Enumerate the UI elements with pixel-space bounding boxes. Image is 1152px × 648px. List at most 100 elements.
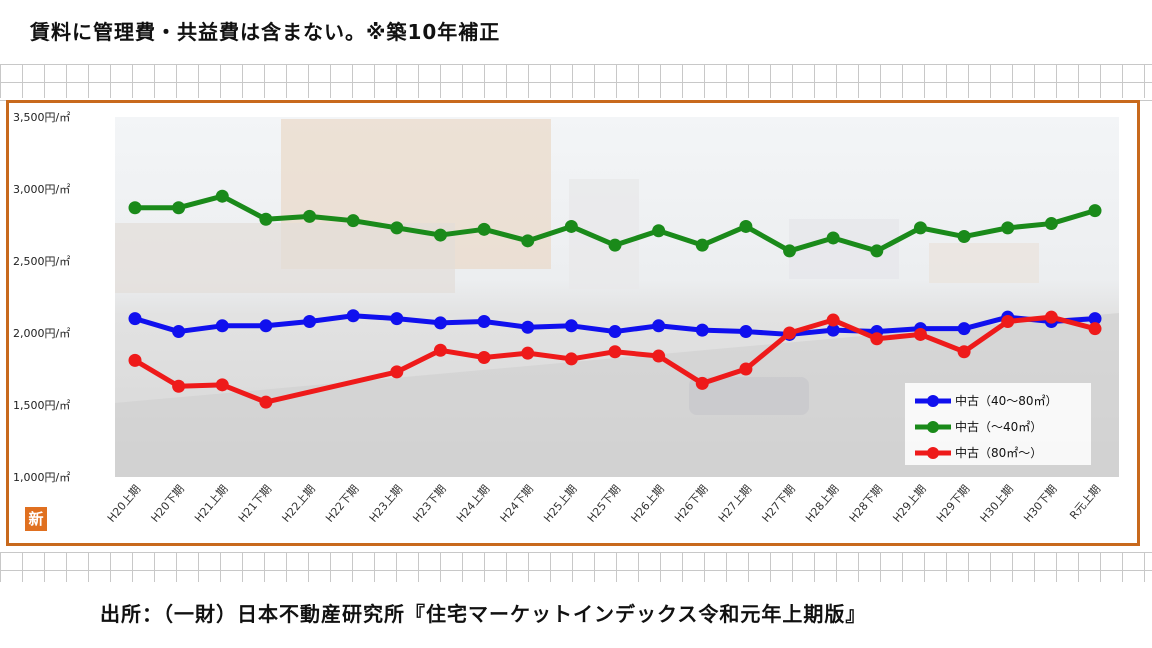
data-point — [652, 319, 666, 333]
legend: 中古（40～80㎡） 中古（～40㎡） 中古（80㎡～） — [905, 383, 1091, 465]
data-point — [521, 234, 535, 248]
x-tick-label: H26上期 — [629, 483, 667, 525]
legend-label: 中古（40～80㎡） — [955, 393, 1058, 408]
data-point — [215, 189, 229, 203]
y-tick-label: 1,000円/㎡ — [13, 471, 70, 484]
data-point — [259, 395, 273, 409]
data-point — [870, 244, 884, 258]
data-point — [433, 343, 447, 357]
x-tick-label: H22上期 — [279, 483, 317, 525]
y-tick-label: 2,500円/㎡ — [13, 255, 70, 268]
data-point — [128, 353, 142, 367]
y-tick-label: 2,000円/㎡ — [13, 327, 70, 340]
data-point — [172, 201, 186, 215]
legend-swatch-marker — [927, 395, 939, 407]
data-point — [303, 209, 317, 223]
legend-label: 中古（～40㎡） — [955, 419, 1042, 434]
legend-swatch-marker — [927, 421, 939, 433]
data-point — [783, 244, 797, 258]
spreadsheet-grid-bottom — [0, 552, 1152, 582]
data-point — [1088, 204, 1102, 218]
new-badge: 新 — [25, 507, 47, 531]
data-point — [390, 312, 404, 326]
data-point — [128, 312, 142, 326]
x-tick-label: H29上期 — [890, 483, 928, 525]
data-point — [608, 325, 622, 339]
x-tick-label: H20下期 — [149, 483, 187, 525]
x-tick-label: H30下期 — [1021, 483, 1059, 525]
y-axis-ticks: 3,500円/㎡ 3,000円/㎡ 2,500円/㎡ 2,000円/㎡ 1,500円/㎡… — [13, 111, 70, 484]
data-point — [1044, 310, 1058, 324]
data-point — [870, 332, 884, 346]
data-point — [564, 319, 578, 333]
data-point — [957, 230, 971, 244]
data-point — [477, 350, 491, 364]
data-point — [1001, 221, 1015, 235]
data-point — [1088, 322, 1102, 336]
series-line — [128, 189, 1102, 258]
data-point — [172, 379, 186, 393]
source-citation: 出所：（一財）日本不動産研究所『住宅マーケットインデックス令和元年上期版』 — [100, 602, 867, 626]
legend-label: 中古（80㎡～） — [955, 445, 1042, 460]
x-axis-ticks: H20上期 H20下期 H21上期 H21下期 H22上期 H22下期 H23上期 H23下期… — [105, 483, 1103, 525]
data-point — [608, 238, 622, 252]
data-point — [783, 326, 797, 340]
series-line — [128, 310, 1102, 409]
x-tick-label: H30上期 — [978, 483, 1016, 525]
x-tick-label: H21上期 — [192, 483, 230, 525]
data-point — [390, 221, 404, 235]
data-point — [390, 365, 404, 379]
x-tick-label: H29下期 — [934, 483, 972, 525]
x-tick-label: H27下期 — [759, 483, 797, 525]
data-point — [346, 309, 360, 323]
x-tick-label: H26下期 — [672, 483, 710, 525]
spreadsheet-grid-top — [0, 64, 1152, 98]
data-point — [826, 313, 840, 327]
data-point — [739, 219, 753, 233]
data-point — [564, 352, 578, 366]
data-point — [477, 222, 491, 236]
data-point — [172, 325, 186, 339]
data-point — [1001, 314, 1015, 328]
x-tick-label: H22下期 — [323, 483, 361, 525]
data-point — [1044, 217, 1058, 231]
data-point — [1088, 312, 1102, 326]
data-point — [259, 212, 273, 226]
data-point — [739, 325, 753, 339]
x-tick-label: R元上期 — [1067, 483, 1103, 523]
data-point — [564, 219, 578, 233]
x-tick-label: H23上期 — [367, 483, 405, 525]
data-point — [652, 224, 666, 238]
data-point — [826, 231, 840, 245]
rent-line-chart: 3,500円/㎡ 3,000円/㎡ 2,500円/㎡ 2,000円/㎡ 1,500円/㎡… — [13, 111, 1119, 525]
data-point — [477, 314, 491, 328]
x-tick-label: H28下期 — [847, 483, 885, 525]
data-point — [913, 221, 927, 235]
data-point — [128, 201, 142, 215]
data-point — [913, 327, 927, 341]
x-tick-label: H24上期 — [454, 483, 492, 525]
data-point — [957, 345, 971, 359]
y-tick-label: 3,500円/㎡ — [13, 111, 70, 124]
x-tick-label: H24下期 — [498, 483, 536, 525]
data-point — [346, 214, 360, 228]
data-point — [652, 349, 666, 363]
data-point — [695, 238, 709, 252]
data-point — [608, 345, 622, 359]
data-point — [433, 316, 447, 330]
x-tick-label: H20上期 — [105, 483, 143, 525]
data-point — [695, 376, 709, 390]
data-point — [739, 362, 753, 376]
chart-frame: 3,500円/㎡ 3,000円/㎡ 2,500円/㎡ 2,000円/㎡ 1,500円/㎡… — [6, 100, 1140, 546]
series-layer — [128, 189, 1102, 409]
x-tick-label: H25上期 — [541, 483, 579, 525]
legend-swatch-marker — [927, 447, 939, 459]
data-point — [695, 323, 709, 337]
data-point — [521, 346, 535, 360]
rent-note: 賃料に管理費・共益費は含まない。※築10年補正 — [30, 20, 501, 44]
data-point — [215, 378, 229, 392]
data-point — [433, 228, 447, 242]
y-tick-label: 1,500円/㎡ — [13, 399, 70, 412]
y-tick-label: 3,000円/㎡ — [13, 183, 70, 196]
data-point — [215, 319, 229, 333]
